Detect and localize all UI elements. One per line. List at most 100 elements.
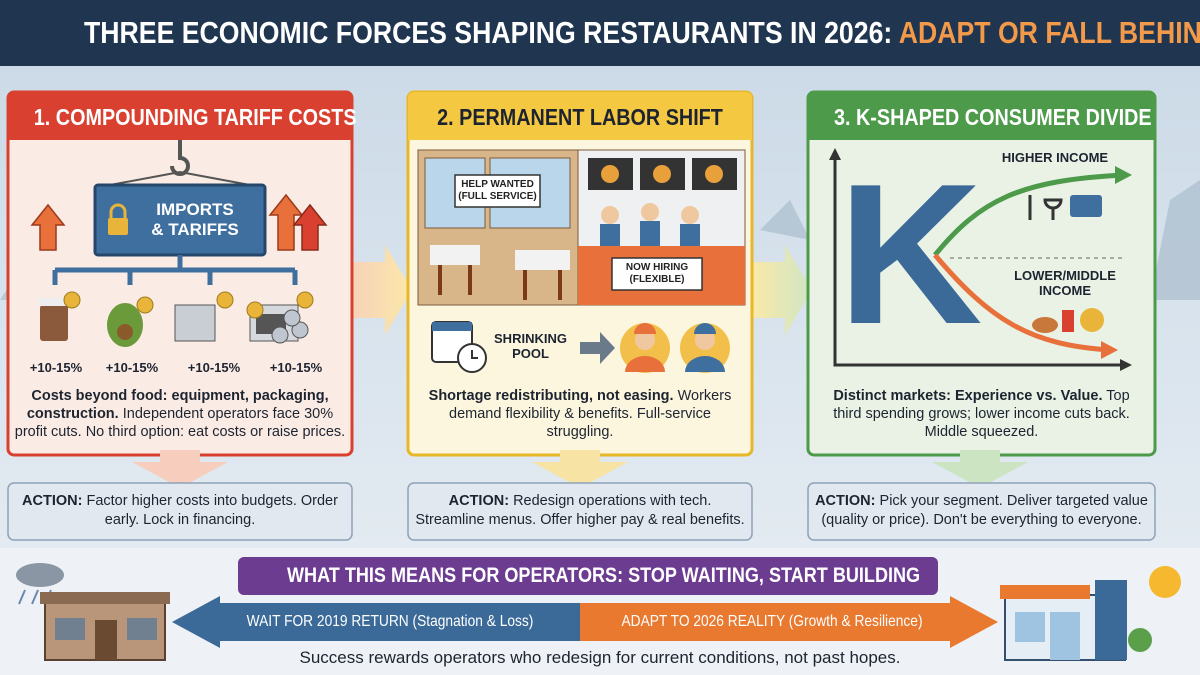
- action-box: [407, 482, 753, 541]
- sign: HELP WANTED (FULL SERVICE): [455, 179, 540, 203]
- sign-line: (FLEXIBLE): [629, 274, 685, 285]
- modern-store-part: [1095, 580, 1127, 660]
- text-wrap: WAIT FOR 2019 RETURN (Stagnation & Loss): [227, 602, 554, 642]
- pool-label-line: POOL: [512, 346, 549, 361]
- k-graphic-part: [833, 155, 1125, 367]
- tariff-graphic: [30, 140, 328, 347]
- action: Pick your segment. Deliver targeted valu…: [821, 493, 1148, 528]
- labor-graphic-part: [635, 330, 655, 350]
- tariff-graphic-part: [108, 218, 128, 235]
- labor-graphic-part: [471, 350, 478, 359]
- container-label: IMPORTS & TARIFFS: [130, 200, 260, 240]
- labor-graphic-part: [600, 221, 700, 246]
- labor-graphic-part: [695, 330, 715, 350]
- k-graphic-part: [1080, 308, 1104, 332]
- summary: Shortage redistributing, not easing.: [428, 388, 674, 404]
- title-bar: [0, 0, 1200, 66]
- tariff-graphic-part: [117, 324, 133, 340]
- sign: NOW HIRING (FLEXIBLE): [612, 262, 702, 286]
- k-graphic-part: [1062, 310, 1074, 332]
- tariff-graphic-part: [63, 291, 314, 319]
- lower-label-line: LOWER/MIDDLE: [1014, 268, 1116, 283]
- tariff-graphic-part: [40, 305, 68, 341]
- action-box: [7, 482, 353, 541]
- pool-label: SHRINKING POOL: [488, 331, 573, 361]
- tariff-graphic-part: [174, 304, 216, 342]
- labor-graphic-part-part: [640, 221, 660, 246]
- title-highlight: ADAPT OR FALL BEHIND: [898, 15, 1200, 50]
- k-graphic-part: [1120, 359, 1132, 371]
- increase-label: +10-15%: [29, 360, 83, 375]
- panel-title: 3. K-SHAPED CONSUMER DIVIDE: [810, 95, 1153, 139]
- labor-graphic-part: [611, 257, 703, 291]
- panel-title-text: 3. K-SHAPED CONSUMER DIVIDE: [834, 104, 1152, 130]
- panel-title: 2. PERMANENT LABOR SHIFT: [410, 95, 750, 139]
- tariff-graphic-part-part: [216, 291, 234, 309]
- detail: Independent operators face 30% profit cu…: [14, 406, 346, 440]
- k-graphic-part: [933, 253, 1111, 353]
- background-skyline-part: [1150, 180, 1200, 300]
- modern-store-part: [1015, 612, 1045, 642]
- closed-store-part: [55, 618, 85, 640]
- labor-graphic-part-part: [601, 206, 619, 224]
- down-arrow: [132, 450, 228, 488]
- summary: Distinct markets: Experience vs. Value.: [833, 388, 1103, 404]
- footer: Success rewards operators who redesign f…: [299, 648, 901, 667]
- tariff-graphic-part-part: [246, 301, 264, 319]
- panel-body: Shortage redistributing, not easing. Wor…: [420, 387, 740, 441]
- tariff-graphic-part-part: [296, 291, 314, 309]
- left-path-arrow: [172, 596, 580, 648]
- tariff-graphic-part-part: [63, 291, 81, 309]
- labor-graphic-part: [430, 245, 480, 265]
- flow-arrow: [352, 245, 412, 335]
- right-path: ADAPT TO 2026 REALITY (Growth & Resilien…: [582, 602, 962, 642]
- closed-store-part: [40, 592, 170, 604]
- container-label-line: & TARIFFS: [151, 220, 239, 239]
- action-box: [807, 482, 1156, 541]
- tariff-graphic-part: [179, 171, 251, 186]
- labor-graphic-part: [438, 265, 562, 300]
- tariff-graphic-part: [271, 309, 309, 344]
- closed-store-part: [127, 618, 157, 640]
- k-letter: K: [838, 143, 983, 366]
- labor-graphic-part: [432, 322, 472, 331]
- k-graphic-part: [1101, 341, 1118, 359]
- labor-graphic-part: [685, 356, 725, 372]
- increase-label: +10-15%: [269, 360, 323, 375]
- tariff-graphic-part: [170, 140, 190, 176]
- text-wrap: THREE ECONOMIC FORCES SHAPING RESTAURANT…: [84, 0, 1200, 66]
- tariff-graphic-part: [30, 203, 66, 251]
- action: Redesign operations with tech. Streamlin…: [415, 493, 745, 528]
- labor-graphic-part-part: [653, 165, 671, 183]
- lower-label: LOWER/MIDDLE INCOME: [1000, 268, 1130, 298]
- k-graphic-part: [933, 172, 1126, 257]
- left-path-note: (Stagnation & Loss): [412, 613, 534, 630]
- panel-frame-part: [8, 92, 352, 140]
- text-wrap: ADAPT TO 2026 REALITY (Growth & Resilien…: [609, 602, 936, 642]
- banner-text: WHAT THIS MEANS FOR OPERATORS: STOP WAIT…: [238, 557, 938, 595]
- down-arrow: [932, 450, 1028, 488]
- tariff-graphic-part: [52, 255, 298, 285]
- panel-title-text: 1. COMPOUNDING TARIFF COSTS: [33, 104, 357, 130]
- action-text: ACTION: Redesign operations with tech. S…: [412, 492, 748, 530]
- modern-store-part: [1128, 628, 1152, 652]
- banner: [238, 557, 938, 595]
- labor-graphic-part: [634, 323, 656, 334]
- modern-store-part: [1050, 612, 1080, 660]
- labor-graphic-part: [515, 250, 570, 270]
- right-path-arrow: [580, 596, 998, 648]
- labor-graphic-part-part: [681, 206, 699, 224]
- sign-line: HELP WANTED: [461, 179, 534, 190]
- labor-graphic-part: [580, 332, 615, 364]
- left-path-label: WAIT FOR 2019 RETURN: [246, 613, 409, 630]
- labor-graphic-part: [454, 174, 541, 208]
- upper-label: HIGHER INCOME: [1001, 150, 1109, 165]
- labor-graphic-part: [601, 165, 723, 183]
- summary: Costs beyond food: equipment, packaging,…: [26, 388, 329, 422]
- k-graphic-part: [1070, 195, 1102, 217]
- tariff-graphic-part: [268, 193, 304, 251]
- action: Factor higher costs into budgets. Order …: [86, 493, 338, 528]
- k-graphic: [829, 148, 1132, 371]
